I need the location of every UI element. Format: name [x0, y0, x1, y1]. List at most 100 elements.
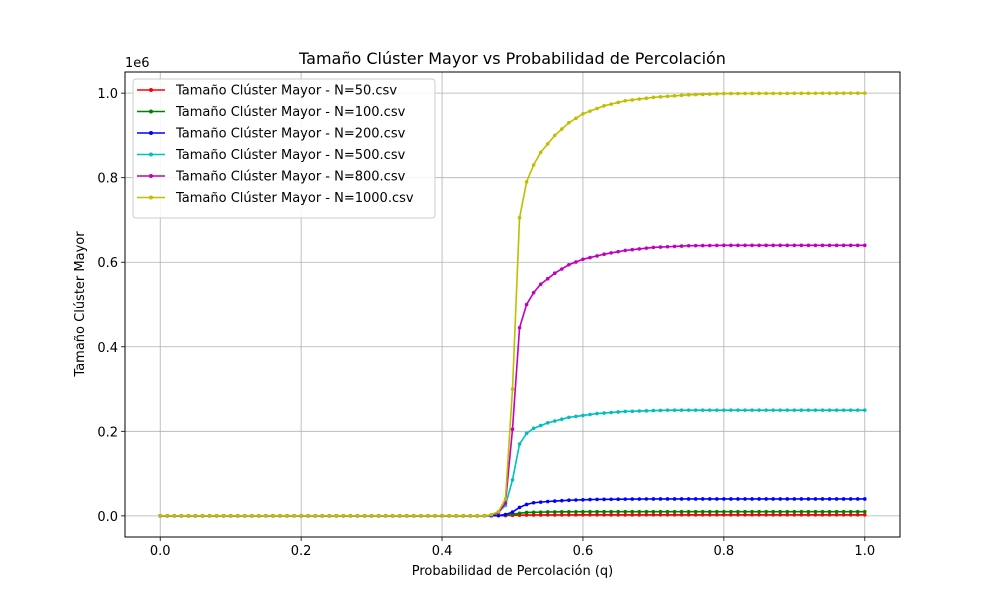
data-point [552, 510, 557, 514]
data-point [560, 267, 564, 271]
data-point [616, 513, 620, 517]
data-point [700, 408, 705, 412]
legend-label: Tamaño Clúster Mayor - N=200.csv [175, 127, 406, 142]
data-point [771, 243, 775, 248]
data-point [834, 497, 839, 501]
data-point [693, 408, 698, 412]
data-point [602, 252, 606, 256]
data-point [644, 513, 649, 517]
series-lines [158, 91, 867, 518]
y-axis-label: Tamaño Clúster Mayor [73, 231, 88, 378]
data-point [792, 408, 797, 412]
data-point [764, 91, 768, 96]
data-point [538, 282, 543, 287]
legend-label: Tamaño Clúster Mayor - N=1000.csv [175, 191, 414, 206]
data-point [193, 514, 198, 518]
data-point [552, 271, 557, 276]
data-point [581, 112, 585, 116]
data-point [658, 509, 663, 514]
x-axis-label: Probabilidad de Percolación (q) [412, 564, 614, 579]
data-point [707, 497, 712, 501]
data-point [841, 91, 846, 95]
data-point [468, 514, 473, 518]
data-point [729, 408, 733, 412]
data-point [602, 104, 606, 108]
data-point [686, 243, 691, 248]
data-point [750, 497, 754, 501]
data-point [574, 498, 578, 502]
legend-label: Tamaño Clúster Mayor - N=800.csv [175, 170, 406, 185]
data-point [778, 513, 783, 517]
data-point [574, 260, 578, 264]
data-point [278, 514, 282, 518]
data-point [792, 243, 797, 248]
data-point [729, 91, 733, 96]
data-point [376, 514, 381, 518]
data-point [623, 98, 628, 103]
data-point [560, 417, 564, 422]
data-point [503, 512, 508, 517]
data-point [623, 513, 628, 517]
data-point [848, 497, 853, 501]
data-point [665, 497, 670, 501]
data-point [644, 96, 649, 101]
data-point [560, 510, 564, 514]
legend-swatch-marker [149, 109, 153, 114]
legend-item: Tamaño Clúster Mayor - N=1000.csv [137, 191, 414, 206]
data-point [700, 509, 705, 514]
data-point [764, 509, 768, 514]
data-point [609, 410, 613, 415]
data-point [700, 92, 705, 97]
data-point [679, 244, 684, 248]
legend-swatch-marker [149, 174, 153, 178]
data-point [665, 244, 670, 249]
data-point [651, 95, 656, 100]
data-point [700, 513, 705, 517]
data-point [588, 497, 592, 502]
data-point [552, 419, 557, 423]
data-point [764, 497, 768, 501]
data-point [693, 243, 698, 248]
data-point [651, 245, 656, 250]
data-point [679, 497, 684, 501]
data-point [771, 513, 775, 517]
data-point [743, 497, 747, 501]
data-point [250, 514, 254, 518]
data-point [736, 509, 740, 514]
data-point [531, 510, 536, 515]
data-point [595, 509, 599, 514]
data-point [637, 509, 642, 514]
series-5 [158, 91, 867, 518]
data-point [545, 142, 550, 146]
data-point [736, 497, 740, 501]
chart-title: Tamaño Clúster Mayor vs Probabilidad de … [298, 49, 726, 68]
data-point [510, 478, 515, 482]
data-point [595, 254, 599, 258]
data-point [799, 513, 804, 517]
data-point [644, 246, 649, 250]
data-point [637, 513, 642, 517]
data-point [813, 497, 818, 501]
data-point [510, 387, 515, 391]
data-point [595, 513, 599, 517]
data-point [545, 421, 550, 425]
data-point [813, 509, 818, 514]
data-point [581, 413, 585, 418]
data-point [778, 497, 783, 501]
legend-swatch-marker [149, 152, 153, 157]
data-point [637, 409, 642, 413]
data-point [792, 509, 797, 514]
data-point [827, 513, 832, 517]
data-point [799, 509, 804, 514]
data-point [327, 514, 332, 518]
data-point [813, 513, 818, 517]
data-point [686, 509, 691, 514]
data-point [729, 513, 733, 517]
data-point [785, 497, 790, 501]
data-point [757, 497, 761, 501]
data-point [834, 243, 839, 248]
data-point [517, 511, 522, 516]
y-offset-label: 1e6 [125, 56, 150, 71]
data-point [665, 509, 670, 514]
data-point [630, 98, 635, 102]
